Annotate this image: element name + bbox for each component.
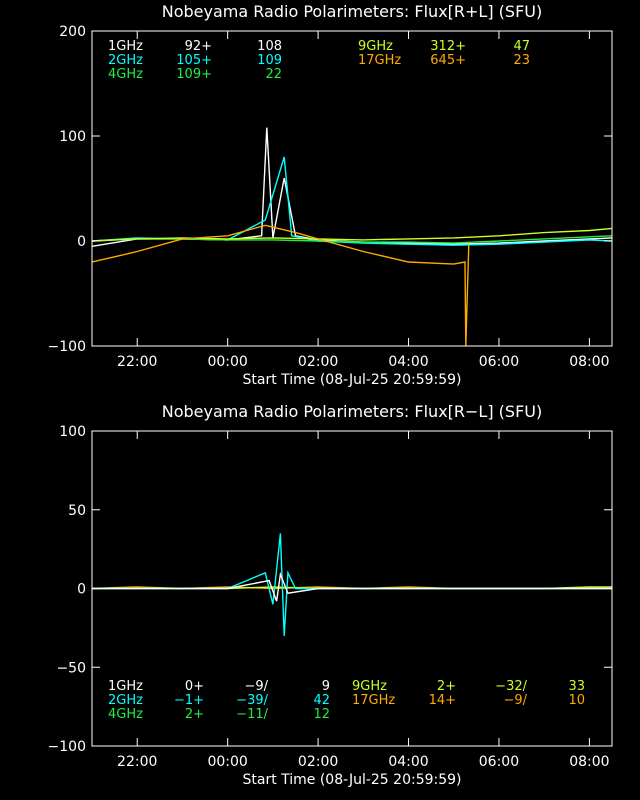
legend-value: 108 xyxy=(257,39,282,54)
y-tick-label: 200 xyxy=(59,24,86,40)
x-axis-label: Start Time (08-Jul-25 20:59:59) xyxy=(242,372,461,388)
legend-range: −9/ xyxy=(503,693,527,708)
legend-base: −1+ xyxy=(174,693,204,708)
series-line-17ghz xyxy=(92,224,470,346)
legend-freq: 9GHz xyxy=(358,39,393,54)
legend-value: 47 xyxy=(513,39,530,54)
plot-frame xyxy=(91,30,613,347)
chart-title: Nobeyama Radio Polarimeters: Flux[R+L] (… xyxy=(162,2,542,21)
y-tick-label: 50 xyxy=(68,503,86,519)
y-tick-label: 0 xyxy=(77,234,86,250)
legend-range: −9/ xyxy=(244,679,268,694)
legend-base: 645+ xyxy=(430,53,466,68)
series-line-9ghz xyxy=(92,227,612,242)
legend-range: −39/ xyxy=(236,693,268,708)
series-line-1ghz xyxy=(92,571,612,602)
x-tick-label: 04:00 xyxy=(388,754,428,770)
flux-sum-chart: Nobeyama Radio Polarimeters: Flux[R+L] (… xyxy=(48,2,613,388)
x-tick-label: 04:00 xyxy=(388,354,428,370)
flux-diff-chart-svg: Nobeyama Radio Polarimeters: Flux[R−L] (… xyxy=(48,402,613,788)
legend-value: 33 xyxy=(568,679,585,694)
chart-title: Nobeyama Radio Polarimeters: Flux[R−L] (… xyxy=(162,402,542,421)
x-tick-label: 00:00 xyxy=(207,354,247,370)
legend-value: 42 xyxy=(313,693,330,708)
legend-freq: 4GHz xyxy=(108,707,143,722)
legend-freq: 9GHz xyxy=(352,679,387,694)
legend-base: 312+ xyxy=(430,39,466,54)
x-tick-label: 00:00 xyxy=(207,754,247,770)
legend-base: 14+ xyxy=(429,693,456,708)
y-tick-label: −100 xyxy=(48,339,86,355)
legend-freq: 1GHz xyxy=(108,39,143,54)
y-tick-label: −100 xyxy=(48,739,86,755)
legend-freq: 17GHz xyxy=(358,53,401,68)
x-tick-label: 06:00 xyxy=(479,754,519,770)
legend-base: 0+ xyxy=(185,679,204,694)
legend-value: 109 xyxy=(257,53,282,68)
series-line-2ghz xyxy=(92,156,612,246)
legend-freq: 2GHz xyxy=(108,693,143,708)
legend-range: −32/ xyxy=(495,679,527,694)
legend-base: 109+ xyxy=(176,67,212,82)
x-tick-label: 22:00 xyxy=(117,754,157,770)
y-tick-label: −50 xyxy=(56,660,86,676)
y-tick-label: 100 xyxy=(59,424,86,440)
legend-freq: 17GHz xyxy=(352,693,395,708)
y-tick-label: 0 xyxy=(77,582,86,598)
series-line-2ghz xyxy=(92,533,612,636)
flux-sum-chart-svg: Nobeyama Radio Polarimeters: Flux[R+L] (… xyxy=(48,2,613,388)
legend-range: −11/ xyxy=(236,707,268,722)
x-tick-label: 06:00 xyxy=(479,354,519,370)
legend-value: 9 xyxy=(322,679,330,694)
x-tick-label: 22:00 xyxy=(117,354,157,370)
series-line-1ghz xyxy=(92,127,612,247)
legend-value: 23 xyxy=(513,53,530,68)
x-tick-label: 02:00 xyxy=(298,354,338,370)
legend-freq: 4GHz xyxy=(108,67,143,82)
legend-freq: 2GHz xyxy=(108,53,143,68)
plot-area xyxy=(92,533,612,636)
legend-base: 92+ xyxy=(185,39,212,54)
legend-base: 2+ xyxy=(437,679,456,694)
y-tick-label: 100 xyxy=(59,129,86,145)
legend-value: 12 xyxy=(313,707,330,722)
legend-base: 2+ xyxy=(185,707,204,722)
legend-freq: 1GHz xyxy=(108,679,143,694)
legend-base: 105+ xyxy=(176,53,212,68)
x-axis-label: Start Time (08-Jul-25 20:59:59) xyxy=(242,772,461,788)
legend-value: 10 xyxy=(568,693,585,708)
x-tick-label: 08:00 xyxy=(569,354,609,370)
x-tick-label: 08:00 xyxy=(569,754,609,770)
plot-area xyxy=(92,127,612,346)
flux-diff-chart: Nobeyama Radio Polarimeters: Flux[R−L] (… xyxy=(0,400,640,800)
x-tick-label: 02:00 xyxy=(298,754,338,770)
legend-value: 22 xyxy=(265,67,282,82)
